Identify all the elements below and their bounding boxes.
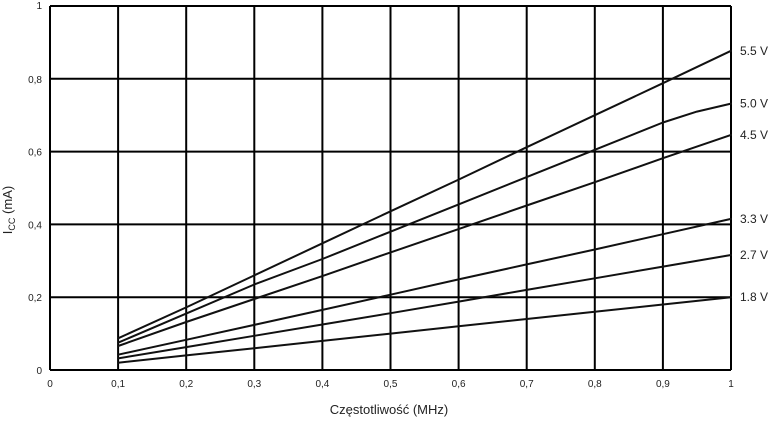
x-tick-label: 0,9	[656, 379, 670, 390]
series-line-45-v	[117, 133, 732, 347]
series-line-27-v	[117, 254, 732, 360]
y-axis-title-suffix: (mA)	[0, 186, 15, 218]
series-line-55-v	[117, 49, 732, 340]
y-tick-label: 0,2	[28, 293, 42, 304]
gridlines	[49, 5, 732, 371]
x-tick-label: 0,1	[111, 379, 125, 390]
series-line-18-v	[117, 296, 732, 364]
x-tick-label: 0,3	[247, 379, 261, 390]
series-label-45-v: 4.5 V	[740, 128, 768, 142]
series-label-55-v: 5.5 V	[740, 44, 768, 58]
y-axis-title: ICC (mA)	[0, 186, 17, 234]
x-tick-label: 0	[47, 379, 53, 390]
y-tick-label: 0,6	[28, 148, 42, 159]
x-tick-label: 1	[728, 379, 734, 390]
series-line-50-v	[117, 102, 732, 344]
y-tick-label: 1	[36, 1, 42, 12]
y-tick-label: 0,4	[28, 220, 42, 231]
x-tick-label: 0,4	[315, 379, 329, 390]
x-tick-label: 0,2	[179, 379, 193, 390]
y-axis-title-subscript: CC	[7, 217, 17, 230]
y-tick-label: 0	[36, 366, 42, 377]
series-label-27-v: 2.7 V	[740, 248, 768, 262]
series-line-33-v	[117, 217, 732, 356]
x-tick-label: 0,5	[384, 379, 398, 390]
data-series	[117, 49, 732, 364]
x-tick-label: 0,7	[520, 379, 534, 390]
series-label-50-v: 5.0 V	[740, 97, 768, 111]
x-tick-label: 0,6	[452, 379, 466, 390]
series-label-33-v: 3.3 V	[740, 212, 768, 226]
tick-labels: 0 0,1 0,2 0,3 0,4 0,5 0,6 0,7 0,8 0,9 1 0 0,2 0,4 0,6 0…	[28, 1, 734, 390]
x-axis-title: Częstotliwość (MHz)	[330, 402, 448, 417]
series-label-18-v: 1.8 V	[740, 290, 768, 304]
x-tick-label: 0,8	[588, 379, 602, 390]
y-tick-label: 0,8	[28, 75, 42, 86]
y-axis-title-main: I	[0, 231, 15, 235]
series-labels: 5.5 V 5.0 V 4.5 V 3.3 V 2.7 V 1.8 V	[740, 44, 768, 304]
